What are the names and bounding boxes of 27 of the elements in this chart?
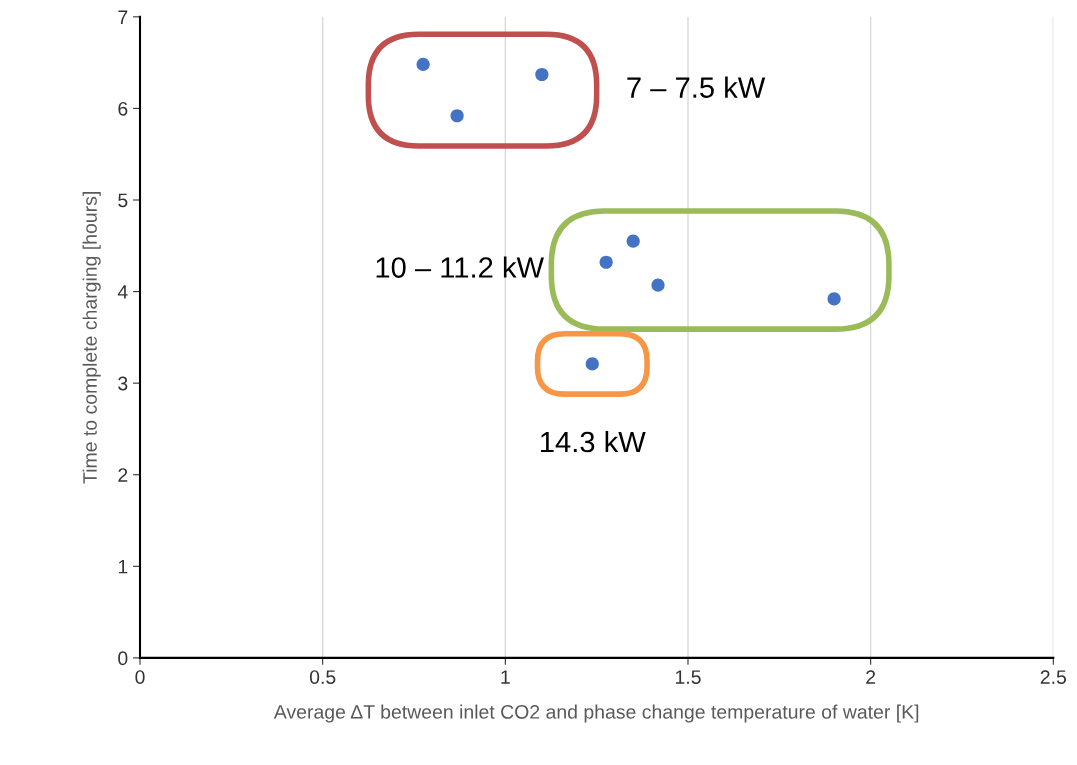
y-tick-label: 7 <box>118 10 128 24</box>
x-tick-label: 2 <box>866 670 876 684</box>
y-tick-label: 2 <box>118 468 128 482</box>
x-tick-label: 2.5 <box>1040 670 1067 684</box>
x-tick-label: 0 <box>135 670 145 684</box>
point <box>651 278 665 292</box>
y-axis-title: Time to complete charging [hours] <box>82 192 101 484</box>
y-tick-label: 4 <box>117 285 128 299</box>
y-tick-label: 0 <box>118 651 128 666</box>
y-tick-label: 3 <box>118 376 128 391</box>
y-tick-label: 6 <box>118 101 128 116</box>
text: 14.3 kW <box>541 430 646 453</box>
point <box>827 292 841 306</box>
text: 7 – 7.5 kW <box>627 76 766 98</box>
point <box>599 255 613 269</box>
point <box>626 234 640 248</box>
y-tick-label: 5 <box>118 193 128 208</box>
point <box>585 357 599 371</box>
y-tick-label: 1 <box>118 559 128 574</box>
point <box>535 67 549 82</box>
point <box>416 57 430 72</box>
x-tick-label: 0.5 <box>309 670 336 684</box>
x-tick-label: 1.5 <box>675 670 701 684</box>
x-axis-title: Average ΔT between inlet CO2 and phase change temperature of water [K] <box>273 704 919 723</box>
x-tick-label: 1 <box>501 670 510 684</box>
point <box>450 109 464 123</box>
series-label: 10 – 11.2 kW <box>376 256 544 278</box>
